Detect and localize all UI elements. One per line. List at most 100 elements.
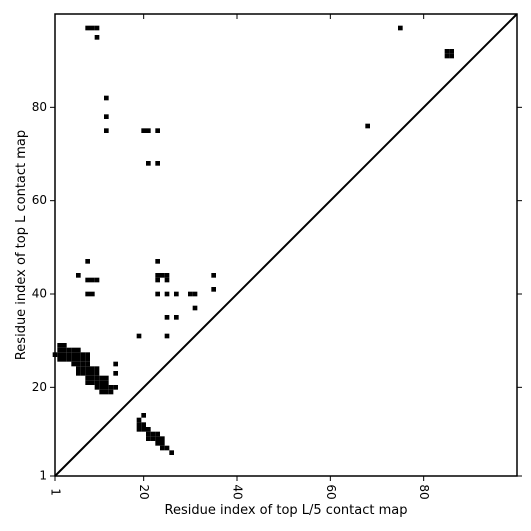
contact-cell-lower	[164, 445, 170, 451]
contact-cell-upper	[449, 53, 454, 59]
contact-cell-upper	[398, 25, 403, 31]
contact-cell-lower	[141, 422, 146, 427]
contact-cell-lower	[155, 431, 160, 437]
contact-cell-upper	[90, 291, 95, 297]
contact-cell-upper	[155, 161, 160, 166]
contact-cell-upper	[211, 287, 216, 292]
contact-cell-lower	[62, 343, 67, 348]
contact-cell-lower	[76, 357, 81, 362]
contact-cell-lower	[80, 352, 86, 357]
contact-cell-lower	[76, 361, 81, 367]
y-tick-label: 20	[32, 380, 47, 394]
contact-cell-upper	[365, 123, 370, 129]
contact-cell-upper	[104, 114, 109, 119]
contact-cell-lower	[146, 436, 151, 441]
contact-cell-lower	[141, 427, 146, 432]
contact-cell-lower	[57, 352, 62, 357]
contact-cell-lower	[62, 357, 67, 362]
contact-cell-lower	[104, 385, 109, 390]
contact-cell-upper	[155, 128, 160, 133]
contact-cell-lower	[108, 385, 114, 390]
contact-cell-upper	[85, 291, 90, 297]
contact-cell-lower	[90, 380, 95, 385]
contact-cell-upper	[444, 53, 450, 59]
contact-cell-upper	[174, 291, 179, 297]
contact-cell-upper	[90, 25, 95, 31]
contact-cell-lower	[71, 361, 76, 367]
plot-frame	[54, 13, 518, 477]
contact-cell-lower	[90, 366, 95, 371]
contact-cell-lower	[169, 450, 174, 455]
contact-cell-lower	[85, 375, 90, 381]
contact-cell-lower	[57, 357, 62, 362]
contact-cell-lower	[57, 343, 62, 348]
diagonal-line	[54, 13, 518, 477]
contact-cell-lower	[99, 375, 104, 381]
contact-cell-upper	[174, 315, 179, 320]
contact-cell-lower	[150, 436, 156, 441]
contact-cell-upper	[76, 273, 81, 278]
y-axis-label: Residue index of top L contact map	[14, 130, 29, 360]
y-tick-label: 80	[32, 100, 47, 114]
contact-cell-upper	[444, 49, 450, 54]
contact-cell-upper	[85, 277, 90, 283]
contact-cell-upper	[94, 25, 100, 31]
contact-cell-lower	[160, 436, 165, 441]
contact-cell-lower	[66, 357, 72, 362]
contact-cell-lower	[71, 352, 76, 357]
contact-cell-lower	[66, 347, 72, 353]
contact-cell-lower	[160, 441, 165, 446]
y-tick-label: 60	[32, 193, 47, 207]
contact-cell-upper	[146, 128, 151, 133]
contact-cell-upper	[449, 49, 454, 54]
contact-cell-lower	[136, 422, 142, 427]
contact-cell-lower	[76, 352, 81, 357]
contact-cell-upper	[94, 277, 100, 283]
contact-cell-lower	[146, 427, 151, 432]
contact-cell-lower	[150, 431, 156, 437]
contact-cell-lower	[108, 389, 114, 395]
contact-cell-upper	[155, 259, 160, 264]
x-tick-label: 20	[137, 484, 151, 499]
contact-cell-lower	[76, 347, 81, 353]
contact-cell-upper	[141, 128, 146, 133]
contact-cell-upper	[211, 273, 216, 278]
contact-cell-lower	[113, 361, 118, 367]
x-tick-label: 40	[231, 484, 245, 499]
contact-cell-upper	[85, 259, 90, 264]
contact-cell-lower	[146, 431, 151, 437]
contact-cell-upper	[164, 291, 170, 297]
contact-cell-lower	[76, 371, 81, 376]
contact-cell-lower	[57, 347, 62, 353]
contact-cell-upper	[136, 333, 142, 339]
contact-cell-lower	[90, 375, 95, 381]
contact-cell-upper	[192, 291, 198, 297]
contact-cell-lower	[94, 385, 100, 390]
contact-cell-lower	[94, 375, 100, 381]
contact-cell-upper	[85, 25, 90, 31]
contact-cell-lower	[113, 371, 118, 376]
contact-cell-lower	[99, 385, 104, 390]
contact-cell-upper	[160, 273, 165, 278]
contact-cell-lower	[90, 371, 95, 376]
contact-cell-lower	[85, 371, 90, 376]
contact-cell-lower	[80, 361, 86, 367]
contact-cell-lower	[155, 441, 160, 446]
contact-cell-lower	[104, 375, 109, 381]
contact-cell-lower	[136, 427, 142, 432]
contact-cell-upper	[164, 315, 170, 320]
contact-cell-lower	[80, 366, 86, 371]
contact-cell-lower	[104, 389, 109, 395]
contact-cell-lower	[62, 347, 67, 353]
contact-cell-lower	[62, 352, 67, 357]
y-tick-label: 40	[32, 287, 47, 301]
contact-cell-lower	[85, 352, 90, 357]
x-axis-label: Residue index of top L/5 contact map	[165, 503, 408, 518]
contact-cell-lower	[80, 357, 86, 362]
contact-cell-lower	[94, 380, 100, 385]
contact-cell-lower	[94, 371, 100, 376]
contact-cell-lower	[160, 445, 165, 451]
x-tick-label: 80	[417, 484, 431, 499]
contact-cell-lower	[94, 366, 100, 371]
